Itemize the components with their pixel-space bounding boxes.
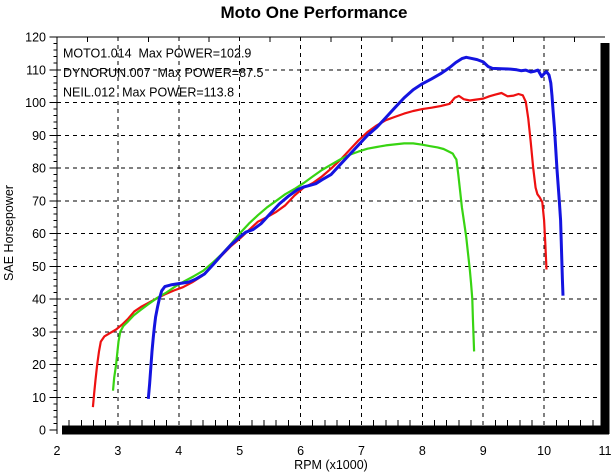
y-tick-label: 80: [32, 162, 46, 176]
y-tick-label: 20: [32, 358, 46, 372]
legend-entry: NEIL.012 Max POWER=113.8: [63, 86, 234, 100]
legend-entry: DYNORUN.007 Max POWER=87.5: [63, 66, 263, 80]
y-tick-label: 100: [25, 96, 46, 110]
data-series: [91, 55, 565, 408]
y-tick-label: 90: [32, 129, 46, 143]
x-tick-label: 11: [599, 444, 611, 458]
y-tick-label: 30: [32, 325, 46, 339]
x-tick-label: 10: [537, 444, 551, 458]
y-tick-label: 50: [32, 260, 46, 274]
y-tick-label: 0: [39, 424, 46, 438]
chart-title: Moto One Performance: [220, 3, 407, 22]
y-tick-label: 120: [25, 31, 46, 45]
y-axis-title: SAE Horsepower: [2, 185, 16, 281]
series-line-moto1-014: [91, 91, 548, 408]
x-tick-label: 5: [236, 444, 243, 458]
series-line-dynorun-007: [111, 142, 476, 391]
y-tick-label: 110: [26, 63, 46, 77]
plot-frame: [56, 36, 610, 435]
x-tick-label: 8: [419, 444, 426, 458]
x-tick-label: 7: [358, 444, 365, 458]
x-tick-label: 3: [114, 444, 121, 458]
x-tick-label: 4: [175, 444, 182, 458]
x-tick-label: 9: [480, 444, 487, 458]
x-tick-label: 6: [297, 444, 304, 458]
x-tick-labels: 2 3 4 5 6 7 8 9 10 11: [54, 444, 611, 458]
legend-entry: MOTO1.014 Max POWER=102.9: [63, 47, 251, 61]
x-tick-label: 2: [54, 444, 61, 458]
y-tick-label: 10: [32, 391, 46, 405]
series-line-neil-012: [146, 55, 565, 400]
legend: MOTO1.014 Max POWER=102.9 DYNORUN.007 Max…: [63, 47, 263, 100]
y-tick-label: 40: [32, 293, 46, 307]
y-tick-label: 70: [32, 194, 46, 208]
y-tick-label: 60: [32, 227, 46, 241]
y-tick-labels: 0 10 20 30 40 50 60 70 80 90 100 110 120: [25, 31, 46, 438]
x-axis-title: RPM (x1000): [294, 458, 368, 472]
